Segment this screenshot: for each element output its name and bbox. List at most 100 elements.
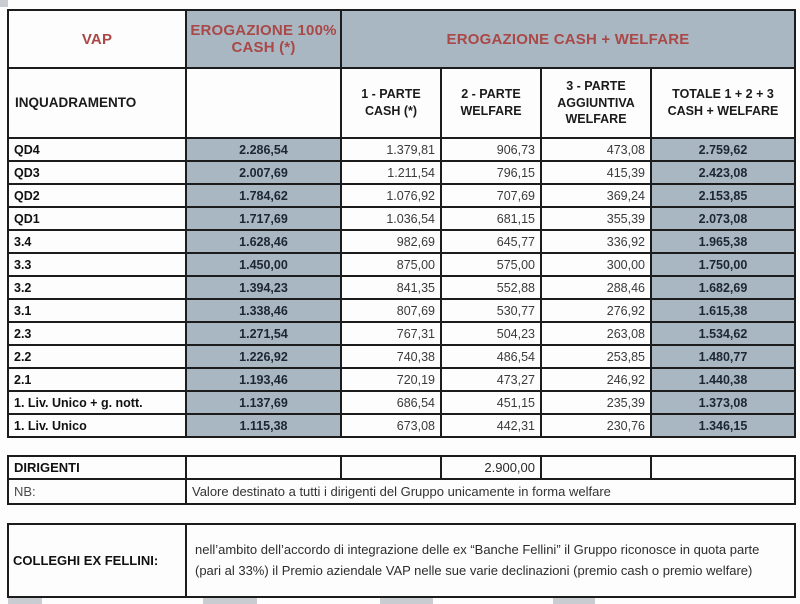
parte3-aggiuntiva-value: 473,08 [540, 137, 652, 162]
parte3-aggiuntiva-value: 253,85 [540, 344, 652, 369]
parte1-cash-value: 875,00 [340, 252, 442, 277]
parte2-welfare-value: 796,15 [440, 160, 542, 185]
table-row: 2.2 1.226,92 740,38 486,54 253,85 1.480,77 [7, 344, 796, 369]
cash-100-value: 1.193,46 [185, 367, 342, 392]
parte2-welfare-value: 451,15 [440, 390, 542, 415]
parte1-cash-value: 686,54 [340, 390, 442, 415]
table-row: QD4 2.286,54 1.379,81 906,73 473,08 2.759,62 [7, 137, 796, 162]
inquadramento-label: 1. Liv. Unico [7, 413, 187, 438]
dirigenti-label: DIRIGENTI [7, 455, 187, 480]
cropped-content-stub [553, 598, 595, 604]
parte3-aggiuntiva-value: 336,92 [540, 229, 652, 254]
table-row: 3.1 1.338,46 807,69 530,77 276,92 1.615,38 [7, 298, 796, 323]
table-row: 3.4 1.628,46 982,69 645,77 336,92 1.965,38 [7, 229, 796, 254]
table-row: 2.3 1.271,54 767,31 504,23 263,08 1.534,62 [7, 321, 796, 346]
nb-row: NB: Valore destinato a tutti i dirigenti… [7, 478, 796, 505]
dirigenti-welfare-value: 2.900,00 [440, 455, 542, 480]
totale-value: 1.346,15 [650, 413, 796, 438]
parte2-welfare-value: 681,15 [440, 206, 542, 231]
parte3-aggiuntiva-value: 300,00 [540, 252, 652, 277]
totale-value: 2.153,85 [650, 183, 796, 208]
inquadramento-label: QD1 [7, 206, 187, 231]
parte1-cash-value: 767,31 [340, 321, 442, 346]
cash-100-value: 2.007,69 [185, 160, 342, 185]
inquadramento-label: 3.1 [7, 298, 187, 323]
inquadramento-header: INQUADRAMENTO [7, 67, 187, 139]
cropped-content-stub [8, 598, 42, 604]
empty-cell [540, 455, 652, 480]
vap-erogazione-table: VAP EROGAZIONE 100% CASH (*) EROGAZIONE … [7, 9, 796, 438]
cash-100-value: 1.717,69 [185, 206, 342, 231]
cash-100-value: 1.450,00 [185, 252, 342, 277]
table-row: QD3 2.007,69 1.211,54 796,15 415,39 2.423,08 [7, 160, 796, 185]
parte1-cash-value: 1.076,92 [340, 183, 442, 208]
table-row: 1. Liv. Unico 1.115,38 673,08 442,31 230,76 1… [7, 413, 796, 438]
empty-cell [340, 455, 442, 480]
empty-cell [650, 455, 796, 480]
parte1-cash-header: 1 - PARTE CASH (*) [340, 67, 442, 139]
cropped-content-stub [380, 598, 433, 604]
parte1-cash-value: 740,38 [340, 344, 442, 369]
erogazione-cash-welfare-title: EROGAZIONE CASH + WELFARE [340, 9, 796, 69]
table-row: QD2 1.784,62 1.076,92 707,69 369,24 2.153,85 [7, 183, 796, 208]
parte1-cash-value: 1.211,54 [340, 160, 442, 185]
table-row: 1. Liv. Unico + g. nott. 1.137,69 686,54 45… [7, 390, 796, 415]
cash-100-value: 1.394,23 [185, 275, 342, 300]
cash-100-value: 2.286,54 [185, 137, 342, 162]
inquadramento-label: 3.3 [7, 252, 187, 277]
totale-value: 1.615,38 [650, 298, 796, 323]
parte2-welfare-header: 2 - PARTE WELFARE [440, 67, 542, 139]
inquadramento-label: 2.2 [7, 344, 187, 369]
colleghi-ex-fellini-table: COLLEGHI EX FELLINI: nell’ambito dell’ac… [7, 523, 796, 598]
cash-100-value: 1.338,46 [185, 298, 342, 323]
parte3-aggiuntiva-value: 230,76 [540, 413, 652, 438]
parte2-welfare-value: 645,77 [440, 229, 542, 254]
cropped-content-stub [0, 0, 8, 7]
cash-100-value: 1.137,69 [185, 390, 342, 415]
dirigenti-row: DIRIGENTI 2.900,00 [7, 455, 796, 480]
parte1-cash-value: 841,35 [340, 275, 442, 300]
empty-header-cell [185, 67, 342, 139]
colleghi-row: COLLEGHI EX FELLINI: nell’ambito dell’ac… [7, 523, 796, 598]
parte1-cash-value: 1.036,54 [340, 206, 442, 231]
parte1-cash-value: 720,19 [340, 367, 442, 392]
parte3-aggiuntiva-value: 263,08 [540, 321, 652, 346]
parte3-aggiuntiva-value: 369,24 [540, 183, 652, 208]
inquadramento-label: 3.2 [7, 275, 187, 300]
table-row: 2.1 1.193,46 720,19 473,27 246,92 1.440,38 [7, 367, 796, 392]
nb-note-text: Valore destinato a tutti i dirigenti del… [185, 478, 796, 505]
column-header-row: INQUADRAMENTO 1 - PARTE CASH (*) 2 - PAR… [7, 67, 796, 139]
parte2-welfare-value: 552,88 [440, 275, 542, 300]
parte3-aggiuntiva-value: 276,92 [540, 298, 652, 323]
parte1-cash-value: 807,69 [340, 298, 442, 323]
inquadramento-label: QD3 [7, 160, 187, 185]
empty-cell [185, 455, 342, 480]
parte3-aggiuntiva-value: 235,39 [540, 390, 652, 415]
totale-value: 1.965,38 [650, 229, 796, 254]
totale-value: 1.440,38 [650, 367, 796, 392]
title-row: VAP EROGAZIONE 100% CASH (*) EROGAZIONE … [7, 9, 796, 69]
inquadramento-label: 2.1 [7, 367, 187, 392]
totale-value: 1.750,00 [650, 252, 796, 277]
colleghi-ex-fellini-text: nell’ambito dell’accordo di integrazione… [185, 523, 796, 598]
parte1-cash-value: 673,08 [340, 413, 442, 438]
parte1-cash-value: 1.379,81 [340, 137, 442, 162]
totale-value: 2.423,08 [650, 160, 796, 185]
table-row: 3.3 1.450,00 875,00 575,00 300,00 1.750,00 [7, 252, 796, 277]
parte2-welfare-value: 486,54 [440, 344, 542, 369]
inquadramento-label: QD2 [7, 183, 187, 208]
cash-100-value: 1.271,54 [185, 321, 342, 346]
cash-100-value: 1.628,46 [185, 229, 342, 254]
parte3-aggiuntiva-value: 355,39 [540, 206, 652, 231]
totale-value: 1.373,08 [650, 390, 796, 415]
erogazione-100-cash-title: EROGAZIONE 100% CASH (*) [185, 9, 342, 69]
cash-100-value: 1.226,92 [185, 344, 342, 369]
parte2-welfare-value: 906,73 [440, 137, 542, 162]
parte2-welfare-value: 473,27 [440, 367, 542, 392]
parte3-aggiuntiva-value: 246,92 [540, 367, 652, 392]
inquadramento-label: QD4 [7, 137, 187, 162]
nb-label: NB: [7, 478, 187, 505]
totale-value: 2.073,08 [650, 206, 796, 231]
parte2-welfare-value: 530,77 [440, 298, 542, 323]
